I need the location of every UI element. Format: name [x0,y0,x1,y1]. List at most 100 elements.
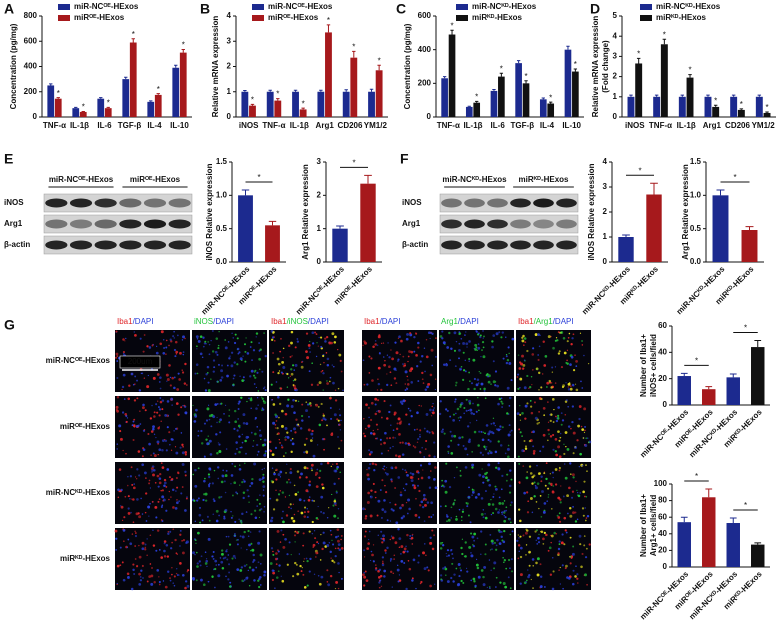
cell-dot [251,478,253,480]
cell-dot [425,448,427,450]
cell-dot [297,341,299,343]
cell-dot [395,454,397,456]
bar [80,112,87,117]
cell-dot [175,490,177,492]
cell-dot [304,507,306,509]
cell-dot [233,481,236,484]
cell-dot [272,569,275,572]
cell-dot [507,387,510,390]
cell-dot [146,345,148,347]
cell-dot [562,588,564,590]
cell-dot [380,389,382,391]
cell-dot [307,508,308,509]
legend-label: miRᴷᴰ-HExos [472,13,523,22]
significance-mark: * [182,41,185,50]
cell-dot [508,445,510,447]
cell-dot [204,456,206,458]
cell-dot [500,401,502,403]
cell-dot [458,357,460,359]
cell-dot [467,425,469,427]
cell-dot [216,510,219,513]
cell-dot [143,351,145,353]
cell-dot [242,355,243,356]
cell-dot [373,560,375,562]
cell-dot [286,514,288,516]
cell-dot [124,340,125,341]
error-bar [352,51,355,57]
cell-dot [165,510,167,512]
cell-dot [521,435,523,437]
cell-dot [565,414,567,416]
cell-dot [258,390,260,392]
cell-dot [226,559,228,561]
blot-band [70,220,92,229]
y-tick-label: 0 [227,112,232,121]
cell-dot [526,580,528,582]
cell-dot [501,406,503,408]
cell-dot [134,545,136,547]
cell-dot [459,420,460,421]
cell-dot [146,555,147,556]
cell-dot [413,486,416,489]
cell-dot [368,417,370,419]
cell-dot [466,346,467,347]
cell-dot [228,415,230,417]
bar [705,97,712,117]
cell-dot [466,505,468,507]
cell-dot [257,397,258,398]
cell-dot [467,388,469,390]
cell-dot [308,484,311,487]
bar [678,522,691,567]
cell-dot [221,365,223,367]
cell-dot [407,513,409,515]
cell-dot [493,567,495,569]
cell-dot [133,486,136,489]
cell-dot [425,555,427,557]
cell-dot [538,508,539,509]
cell-dot [405,442,408,445]
cell-dot [286,481,288,483]
x-tick-label: TGF-β [118,121,142,130]
cell-dot [570,473,572,475]
cell-dot [552,588,555,591]
cell-dot [460,475,462,477]
cell-dot [440,578,442,580]
cell-dot [336,468,338,470]
cell-dot [158,448,161,451]
cell-dot [362,345,363,346]
cell-dot [126,421,128,423]
cell-dot [124,413,127,416]
cell-dot [305,489,308,492]
cell-dot [390,558,392,560]
cell-dot [430,470,432,472]
cell-dot [431,415,432,416]
cell-dot [525,581,527,583]
cell-dot [570,385,572,387]
cell-dot [526,544,527,545]
legend-swatch [252,4,264,10]
cell-dot [141,463,144,466]
cell-dot [149,480,151,482]
cell-dot [186,384,188,386]
bar [742,230,758,262]
cell-dot [264,386,265,387]
cell-dot [275,490,277,492]
cell-dot [288,345,290,347]
cell-dot [202,499,204,501]
cell-dot [518,367,521,370]
cell-dot [540,576,542,578]
cell-dot [399,574,400,575]
blot-band [45,220,67,229]
cell-dot [365,517,367,519]
legend-label: miRᴼᴱ-HExos [268,13,319,22]
cell-dot [466,568,467,569]
cell-dot [270,562,273,565]
cell-dot [253,349,255,351]
cell-dot [462,539,463,540]
y-tick-label: 0.5 [216,224,228,233]
cell-dot [334,500,337,503]
cell-dot [234,533,236,535]
cell-dot [476,564,479,567]
cell-dot [392,537,395,540]
cell-dot [535,333,538,336]
